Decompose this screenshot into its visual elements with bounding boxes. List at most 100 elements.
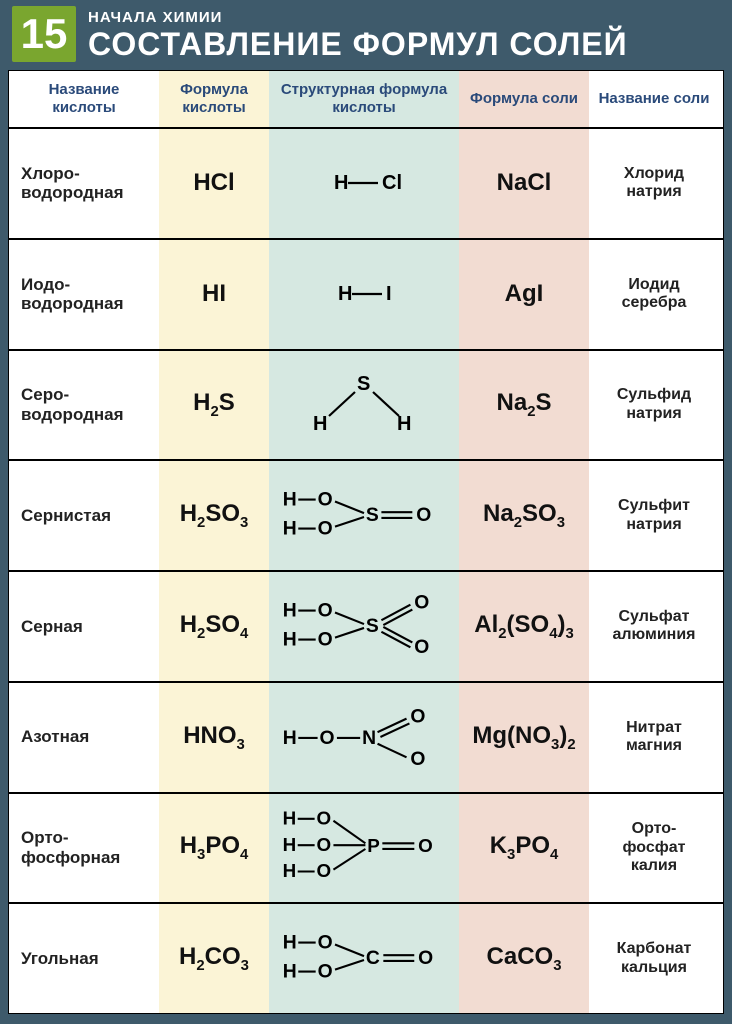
col-header-salt-formula: Формула соли: [459, 71, 589, 127]
svg-text:H: H: [313, 413, 327, 435]
svg-text:O: O: [418, 835, 433, 856]
acid-formula-cell: H2SO4: [159, 572, 269, 681]
svg-text:H: H: [334, 172, 348, 194]
struct-formula-cell: HOHOHOPO: [269, 794, 459, 903]
svg-text:H: H: [283, 961, 297, 982]
svg-text:O: O: [318, 489, 333, 510]
svg-text:H: H: [283, 601, 297, 622]
acid-name-cell: Иодо-водородная: [9, 240, 159, 349]
salts-table: Название кислоты Формула кислоты Структу…: [8, 70, 724, 1014]
svg-text:O: O: [317, 834, 332, 855]
svg-text:O: O: [416, 504, 431, 525]
col-header-struct-formula: Структурная формула кислоты: [269, 71, 459, 127]
svg-text:Cl: Cl: [382, 172, 402, 194]
acid-formula-cell: HI: [159, 240, 269, 349]
table-row: СернаяH2SO4HOHOSOOAl2(SO4)3Сульфаталюмин…: [9, 572, 723, 683]
acid-formula-cell: HNO3: [159, 683, 269, 792]
svg-text:S: S: [366, 504, 379, 525]
poster: 15 НАЧАЛА ХИМИИ СОСТАВЛЕНИЕ ФОРМУЛ СОЛЕЙ…: [0, 0, 732, 1024]
acid-name-cell: Орто-фосфорная: [9, 794, 159, 903]
poster-title: СОСТАВЛЕНИЕ ФОРМУЛ СОЛЕЙ: [88, 28, 628, 60]
svg-text:O: O: [318, 932, 333, 953]
svg-text:H: H: [283, 728, 297, 749]
salt-name-cell: Сульфитнатрия: [589, 461, 719, 570]
lesson-badge: 15: [12, 6, 76, 62]
header-text: НАЧАЛА ХИМИИ СОСТАВЛЕНИЕ ФОРМУЛ СОЛЕЙ: [88, 9, 628, 60]
table-row: СернистаяH2SO3HOHOSONa2SO3Сульфитнатрия: [9, 461, 723, 572]
svg-text:O: O: [410, 749, 425, 770]
svg-text:O: O: [320, 728, 335, 749]
col-header-acid-formula: Формула кислоты: [159, 71, 269, 127]
salt-formula-cell: Mg(NO3)2: [459, 683, 589, 792]
table-row: УгольнаяH2CO3HOHOCOCaCO3Карбонаткальция: [9, 904, 723, 1013]
struct-formula-cell: S H H: [269, 351, 459, 460]
svg-text:H: H: [338, 283, 352, 305]
salt-formula-cell: K3PO4: [459, 794, 589, 903]
acid-formula-cell: H2CO3: [159, 904, 269, 1013]
svg-text:S: S: [357, 373, 370, 395]
acid-name-cell: Хлоро-водородная: [9, 129, 159, 238]
salt-name-cell: Иодидсеребра: [589, 240, 719, 349]
salt-formula-cell: CaCO3: [459, 904, 589, 1013]
table-row: Иодо-водороднаяHIHIAgIИодидсеребра: [9, 240, 723, 351]
salt-formula-cell: NaCl: [459, 129, 589, 238]
svg-text:H: H: [283, 932, 297, 953]
acid-name-cell: Азотная: [9, 683, 159, 792]
svg-text:S: S: [366, 616, 379, 637]
acid-name-cell: Серная: [9, 572, 159, 681]
svg-text:H: H: [397, 413, 411, 435]
struct-formula-cell: HONOO: [269, 683, 459, 792]
table-header-row: Название кислоты Формула кислоты Структу…: [9, 71, 723, 129]
svg-text:O: O: [418, 947, 433, 968]
table-row: АзотнаяHNO3HONOOMg(NO3)2Нитратмагния: [9, 683, 723, 794]
acid-formula-cell: H2S: [159, 351, 269, 460]
table-row: Орто-фосфорнаяH3PO4HOHOHOPOK3PO4Орто-фос…: [9, 794, 723, 905]
struct-formula-cell: HOHOSO: [269, 461, 459, 570]
svg-text:O: O: [318, 961, 333, 982]
struct-formula-cell: HOHOSOO: [269, 572, 459, 681]
acid-formula-cell: HCl: [159, 129, 269, 238]
struct-formula-cell: HOHOCO: [269, 904, 459, 1013]
svg-text:I: I: [386, 283, 392, 305]
svg-text:H: H: [283, 489, 297, 510]
table-row: Хлоро-водороднаяHClHClNaClХлориднатрия: [9, 129, 723, 240]
svg-text:H: H: [283, 518, 297, 539]
salt-name-cell: Карбонаткальция: [589, 904, 719, 1013]
header: 15 НАЧАЛА ХИМИИ СОСТАВЛЕНИЕ ФОРМУЛ СОЛЕЙ: [0, 0, 732, 70]
salt-name-cell: Хлориднатрия: [589, 129, 719, 238]
col-header-acid-name: Название кислоты: [9, 71, 159, 127]
svg-text:N: N: [362, 728, 376, 749]
svg-text:O: O: [414, 593, 429, 614]
salt-formula-cell: AgI: [459, 240, 589, 349]
series-subtitle: НАЧАЛА ХИМИИ: [88, 9, 628, 26]
salt-name-cell: Сульфаталюминия: [589, 572, 719, 681]
svg-text:O: O: [414, 637, 429, 658]
svg-text:O: O: [318, 630, 333, 651]
svg-text:O: O: [410, 707, 425, 728]
svg-text:O: O: [318, 518, 333, 539]
svg-text:C: C: [366, 947, 380, 968]
salt-formula-cell: Na2S: [459, 351, 589, 460]
svg-text:O: O: [318, 601, 333, 622]
salt-name-cell: Нитратмагния: [589, 683, 719, 792]
svg-text:P: P: [367, 835, 380, 856]
acid-formula-cell: H3PO4: [159, 794, 269, 903]
acid-name-cell: Сернистая: [9, 461, 159, 570]
struct-formula-cell: H Cl: [269, 129, 459, 238]
svg-text:H: H: [283, 807, 297, 828]
salt-name-cell: Сульфиднатрия: [589, 351, 719, 460]
svg-text:H: H: [283, 834, 297, 855]
salt-formula-cell: Al2(SO4)3: [459, 572, 589, 681]
salt-formula-cell: Na2SO3: [459, 461, 589, 570]
salt-name-cell: Орто-фосфаткалия: [589, 794, 719, 903]
table-row: Серо-водороднаяH2S S H H Na2SСульфиднатрия: [9, 351, 723, 462]
svg-text:H: H: [283, 860, 297, 881]
struct-formula-cell: HI: [269, 240, 459, 349]
acid-name-cell: Угольная: [9, 904, 159, 1013]
svg-text:H: H: [283, 630, 297, 651]
svg-text:O: O: [317, 807, 332, 828]
acid-name-cell: Серо-водородная: [9, 351, 159, 460]
svg-text:O: O: [317, 860, 332, 881]
col-header-salt-name: Название соли: [589, 71, 719, 127]
acid-formula-cell: H2SO3: [159, 461, 269, 570]
